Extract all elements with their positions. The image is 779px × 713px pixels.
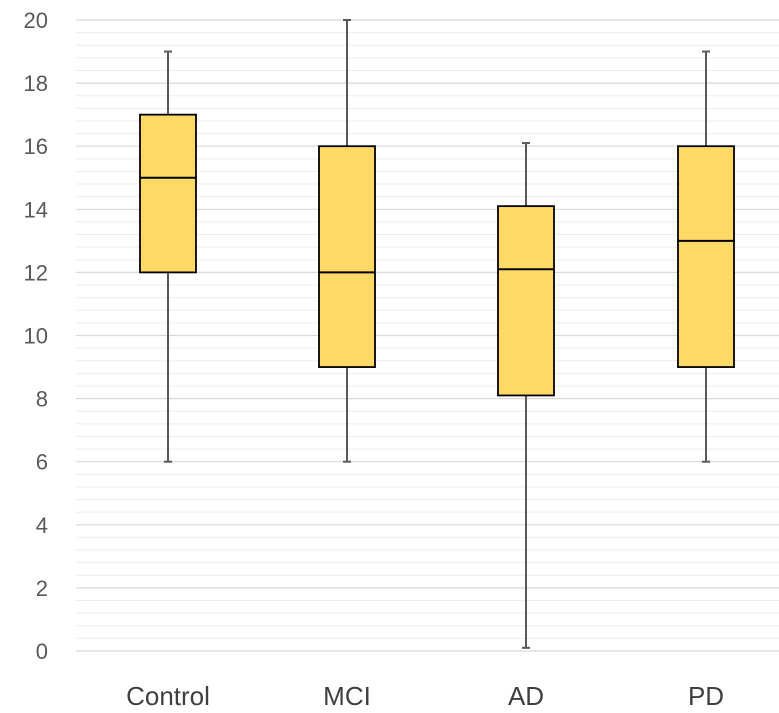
iqr-box bbox=[677, 145, 735, 368]
y-tick-label: 6 bbox=[36, 450, 48, 475]
iqr-box bbox=[497, 205, 555, 397]
x-axis-category-labels: Control MCI AD PD bbox=[126, 681, 724, 711]
y-tick-label: 18 bbox=[24, 71, 48, 96]
box-mci bbox=[318, 19, 376, 463]
y-tick-label: 16 bbox=[24, 134, 48, 159]
y-tick-label: 2 bbox=[36, 576, 48, 601]
boxes bbox=[139, 19, 735, 649]
gridlines bbox=[76, 19, 779, 652]
y-tick-label: 4 bbox=[36, 513, 48, 538]
x-category-label: MCI bbox=[323, 681, 371, 711]
iqr-box bbox=[139, 113, 197, 274]
x-category-label: PD bbox=[688, 681, 724, 711]
x-category-label: AD bbox=[508, 681, 544, 711]
box-ad bbox=[497, 142, 555, 649]
y-tick-label: 20 bbox=[24, 8, 48, 33]
y-tick-label: 0 bbox=[36, 639, 48, 664]
box-pd bbox=[677, 50, 735, 463]
x-category-label: Control bbox=[126, 681, 210, 711]
y-tick-label: 8 bbox=[36, 387, 48, 412]
y-tick-label: 12 bbox=[24, 260, 48, 285]
iqr-box bbox=[318, 145, 376, 368]
y-tick-label: 10 bbox=[24, 324, 48, 349]
y-tick-label: 14 bbox=[24, 197, 48, 222]
y-axis-tick-labels: 0 2 4 6 8 10 12 14 16 18 20 bbox=[24, 8, 48, 664]
box-control bbox=[139, 50, 197, 463]
